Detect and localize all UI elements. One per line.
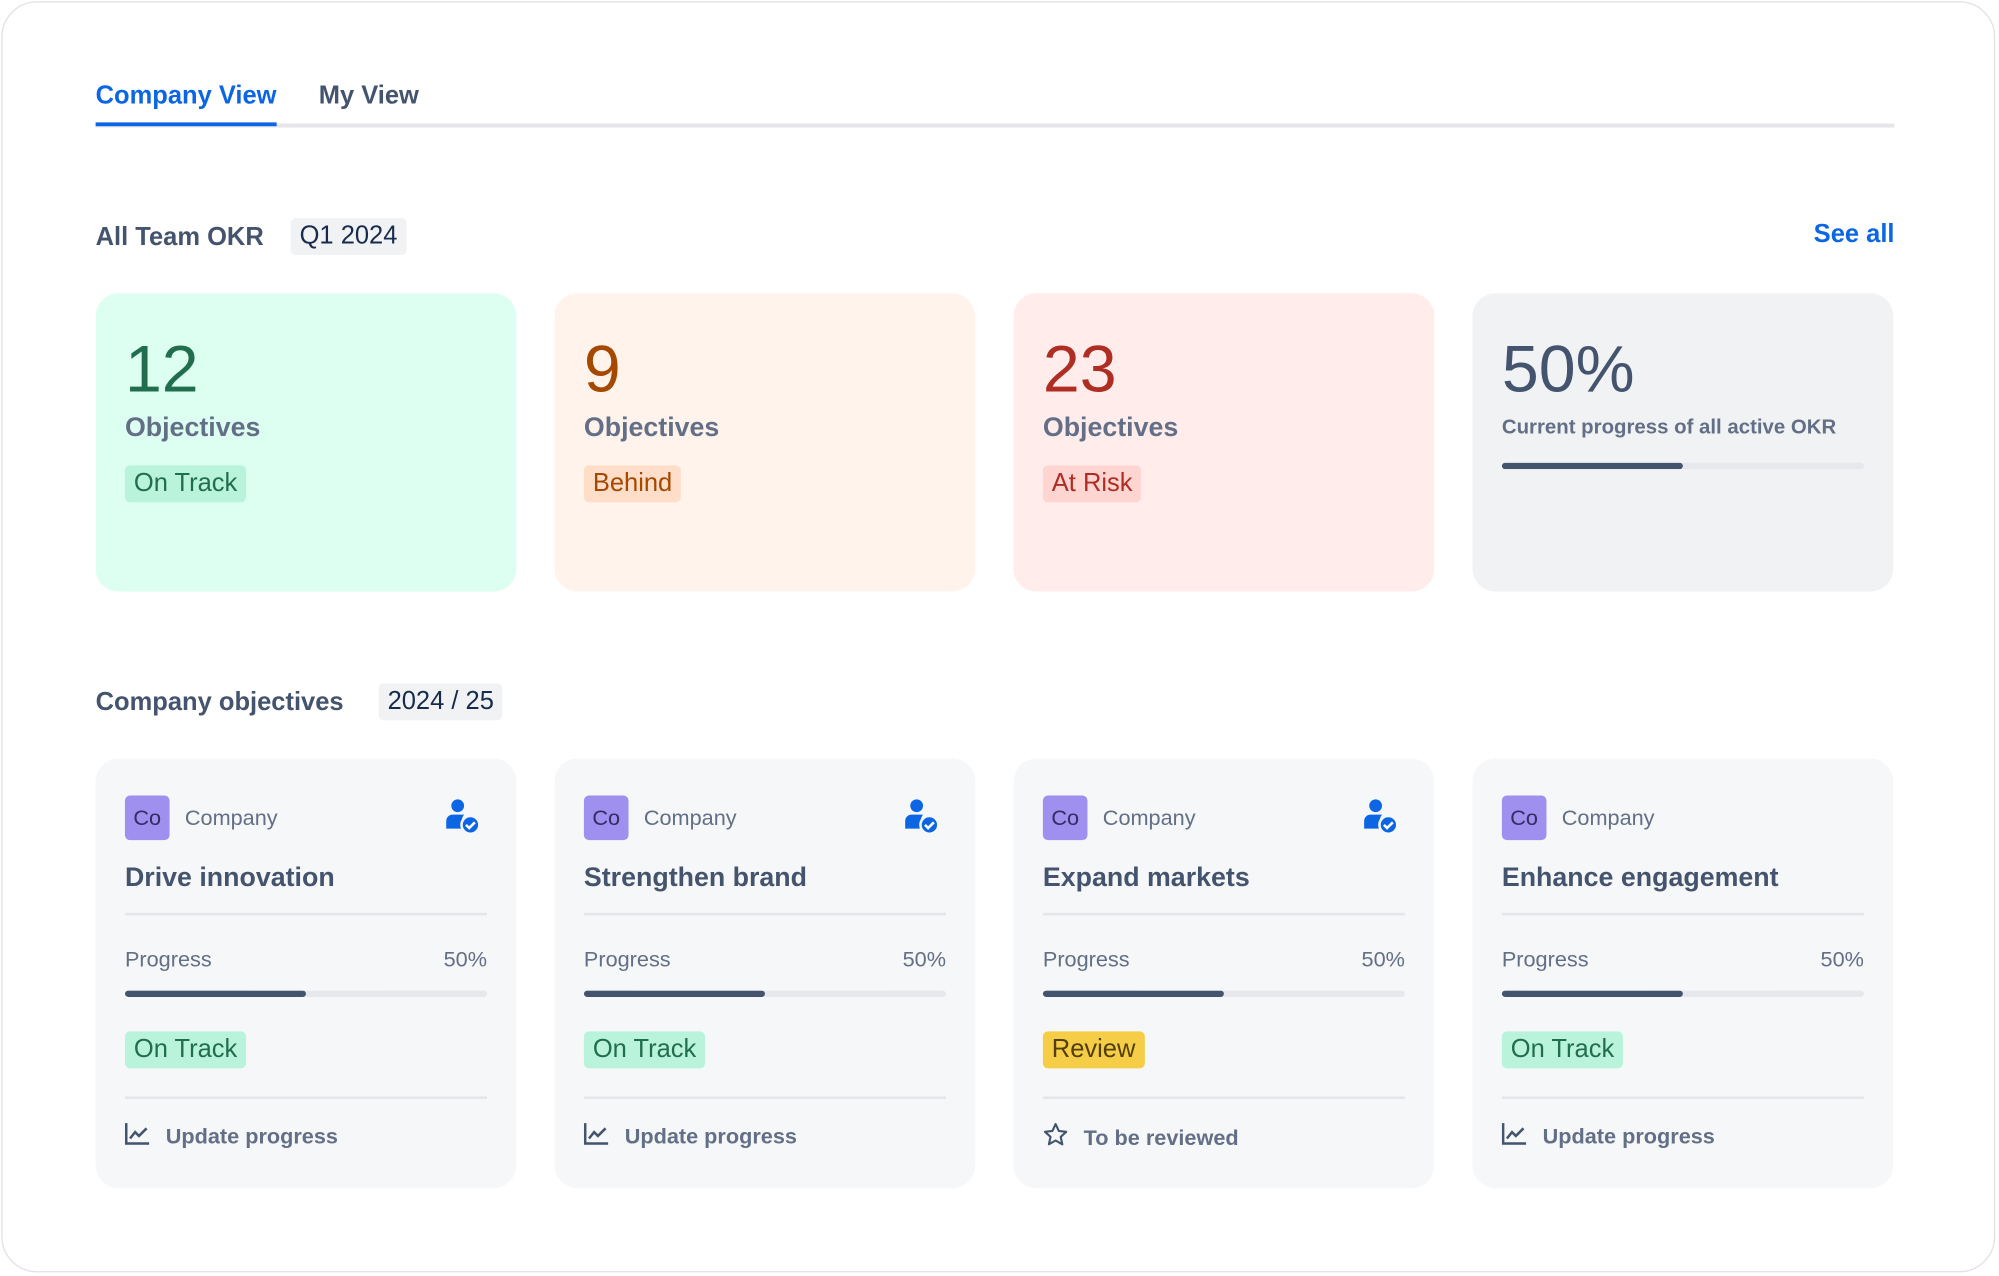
- star-icon: [1043, 1122, 1068, 1154]
- tab-company-view[interactable]: Company View: [95, 81, 277, 127]
- action-label: Update progress: [1542, 1123, 1715, 1149]
- stat-value: 23: [1042, 332, 1117, 407]
- divider: [1501, 1096, 1864, 1099]
- objective-card[interactable]: Co Company Drive innovation Progress 50%…: [95, 758, 517, 1189]
- objective-title[interactable]: Drive innovation: [124, 863, 335, 893]
- objective-title[interactable]: Expand markets: [1042, 863, 1250, 893]
- objective-action-button[interactable]: To be reviewed: [1043, 1122, 1239, 1154]
- tab-my-view[interactable]: My View: [318, 81, 419, 110]
- objective-owner-label: Company: [643, 805, 737, 830]
- progress-bar: [1501, 990, 1864, 997]
- progress-label: Progress: [124, 947, 212, 972]
- objective-card[interactable]: Co Company Strengthen brand Progress 50%…: [554, 758, 976, 1189]
- see-all-link[interactable]: See all: [1813, 220, 1895, 249]
- avatar: Co: [583, 795, 629, 841]
- stat-value: 9: [583, 332, 621, 407]
- objective-owner-label: Company: [1561, 805, 1655, 830]
- avatar: Co: [124, 795, 170, 841]
- objective-owner-label: Company: [1102, 805, 1196, 830]
- stat-label: Objectives: [583, 413, 720, 443]
- stat-label: Objectives: [1042, 413, 1179, 443]
- objective-card[interactable]: Co Company Enhance engagement Progress 5…: [1472, 758, 1894, 1189]
- action-label: Update progress: [165, 1123, 338, 1149]
- divider: [124, 1096, 488, 1099]
- progress-bar: [583, 990, 946, 997]
- action-label: Update progress: [624, 1123, 797, 1149]
- okr-period-chip: Q1 2024: [290, 218, 407, 255]
- progress-bar: [1042, 990, 1405, 997]
- objective-owner-label: Company: [184, 805, 278, 830]
- objective-action-button[interactable]: Update progress: [124, 1122, 338, 1151]
- okr-stat-card[interactable]: 12 Objectives On Track: [95, 293, 517, 592]
- objective-action-button[interactable]: Update progress: [583, 1122, 797, 1151]
- user-check-icon[interactable]: [445, 798, 481, 843]
- status-badge: On Track: [583, 1031, 706, 1069]
- divider: [583, 912, 946, 916]
- progress-value: 50%: [1361, 947, 1405, 972]
- status-badge: At Risk: [1042, 465, 1142, 503]
- okr-stat-card[interactable]: 9 Objectives Behind: [554, 293, 976, 592]
- progress-label: Progress: [1501, 947, 1589, 972]
- overall-progress-card: 50% Current progress of all active OKR: [1472, 293, 1894, 592]
- avatar: Co: [1501, 795, 1547, 841]
- chart-line-icon: [1501, 1122, 1527, 1151]
- objectives-section-title: Company objectives: [95, 688, 344, 717]
- user-check-icon[interactable]: [904, 798, 940, 843]
- user-check-icon[interactable]: [1363, 798, 1399, 843]
- progress-bar: [124, 990, 488, 997]
- stat-value: 12: [124, 332, 199, 407]
- divider: [1042, 912, 1405, 916]
- overall-progress-label: Current progress of all active OKR: [1501, 416, 1837, 439]
- overall-progress-bar: [1501, 462, 1864, 470]
- objective-action-button[interactable]: Update progress: [1501, 1122, 1715, 1151]
- okr-section-title: All Team OKR: [95, 223, 264, 252]
- status-badge: Behind: [583, 465, 682, 503]
- objective-title[interactable]: Strengthen brand: [583, 863, 808, 893]
- progress-value: 50%: [902, 947, 946, 972]
- status-badge: Review: [1042, 1031, 1145, 1069]
- divider: [1501, 912, 1864, 916]
- objective-card[interactable]: Co Company Expand markets Progress 50% R…: [1013, 758, 1435, 1189]
- progress-value: 50%: [443, 947, 488, 972]
- action-label: To be reviewed: [1083, 1125, 1239, 1150]
- divider: [1042, 1096, 1405, 1099]
- divider: [124, 912, 488, 916]
- progress-label: Progress: [1042, 947, 1130, 972]
- status-badge: On Track: [1501, 1031, 1624, 1069]
- status-badge: On Track: [124, 465, 247, 503]
- avatar: Co: [1042, 795, 1088, 841]
- chart-line-icon: [124, 1122, 150, 1151]
- status-badge: On Track: [124, 1031, 247, 1069]
- okr-stat-card[interactable]: 23 Objectives At Risk: [1013, 293, 1435, 592]
- progress-value: 50%: [1820, 947, 1864, 972]
- divider: [583, 1096, 946, 1099]
- objective-title[interactable]: Enhance engagement: [1501, 863, 1779, 893]
- chart-line-icon: [583, 1122, 609, 1151]
- stat-label: Objectives: [124, 413, 261, 443]
- progress-label: Progress: [583, 947, 671, 972]
- objectives-period-chip: 2024 / 25: [378, 683, 503, 721]
- overall-progress-value: 50%: [1501, 332, 1635, 407]
- view-tabs: Company View My View: [95, 76, 1895, 128]
